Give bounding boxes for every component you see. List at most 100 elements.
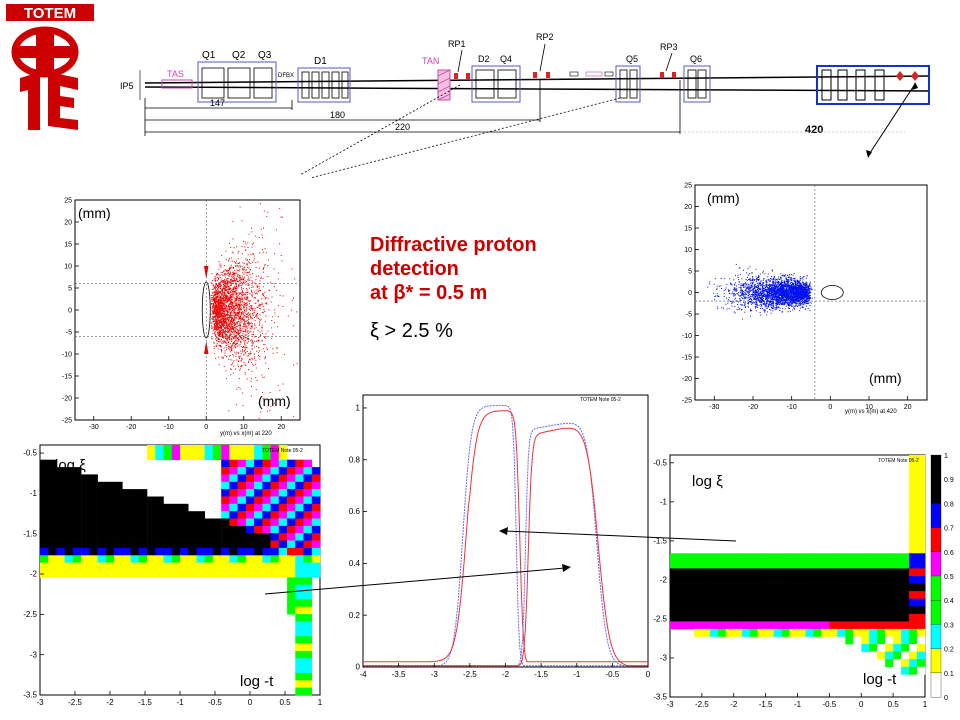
scatter-point [239,279,241,281]
scatter-point [214,279,216,281]
scatter-point [233,321,235,323]
scatter-point [780,297,782,299]
scatter-point [241,311,243,313]
scatter-point [217,331,218,333]
scatter-point [253,334,254,336]
scatter-point [762,303,764,305]
scatter-point [250,307,252,309]
scatter-point [214,295,216,297]
scatter-point [749,284,751,286]
scatter-point [806,305,808,307]
scatter-point [787,286,789,288]
scatter-point [226,331,228,333]
scatter-point [775,298,777,300]
scatter-point [247,242,249,244]
scatter-point [723,293,725,295]
scatter-point [777,289,779,291]
scatter-point [768,285,770,286]
scatter-point [254,235,256,237]
scatter-point [768,303,770,305]
scatter-point [224,320,226,321]
scatter-point [757,305,758,307]
scatter-point [227,281,229,283]
scatter-point [218,344,220,346]
scatter-point [239,305,241,307]
scatter-point [234,315,236,317]
scatter-point [234,331,236,333]
scatter-point [221,320,223,322]
scatter-point [746,290,748,292]
scatter-point [780,283,782,284]
scatter-point [221,325,222,327]
scatter-point [233,273,235,275]
scatter-point [218,299,220,301]
scatter-point [249,340,251,342]
scatter-point [215,297,216,299]
scatter-point [228,320,229,322]
scatter-point [274,312,276,314]
scatter-point [239,388,241,390]
scatter-point [771,301,773,303]
y-tick-label: 15 [64,241,72,248]
scatter-point [764,287,766,289]
scatter-point [262,348,264,350]
scatter-point [771,303,773,305]
scatter-point [220,327,222,329]
scatter-point [223,288,225,290]
scatter-point [223,321,225,323]
scatter-point [218,307,220,309]
scatter-point [792,302,794,303]
scatter-point [247,322,249,324]
scatter-point [250,262,252,264]
scatter-point [790,277,792,279]
scatter-point [769,291,771,293]
scatter-point [801,303,803,304]
scatter-point [232,332,234,334]
scatter-point [253,312,255,314]
scatter-point [231,296,233,298]
scatter-point [802,287,804,289]
scatter-point [259,358,261,360]
scatter-point [215,310,217,312]
scatter-point [738,278,740,280]
scatter-point [227,332,229,333]
scatter-220-unit-top: (mm) [78,205,111,221]
scatter-point [795,292,797,293]
scatter-point [211,318,213,320]
scatter-point [234,332,236,334]
scatter-point [256,306,258,308]
scatter-point [756,302,758,304]
scatter-point [224,285,226,287]
scatter-point [233,327,235,329]
scatter-point [236,404,238,406]
scatter-point [294,278,296,280]
scatter-point [216,299,218,301]
scatter-point [241,294,243,295]
scatter-point [793,291,795,293]
scatter-point [775,295,777,297]
scatter-point [739,267,741,269]
scatter-point [709,283,711,285]
scatter-point [242,271,244,273]
scatter-point [245,320,247,322]
scatter-point [238,339,239,340]
scatter-point [226,283,228,285]
scatter-point [234,274,236,276]
scatter-point [250,300,251,302]
scatter-point [239,323,241,325]
scatter-point [238,315,240,317]
scatter-point [241,298,243,300]
scatter-point [734,287,736,289]
scatter-point [226,318,228,319]
scatter-point [224,331,226,333]
scatter-point [805,282,807,284]
scatter-point [739,294,741,296]
scatter-point [243,321,245,323]
scatter-point [736,290,737,292]
scatter-point [758,295,760,296]
scatter-point [752,295,754,297]
scatter-point [243,316,245,318]
scatter-point [233,328,234,330]
scatter-point [232,252,234,254]
